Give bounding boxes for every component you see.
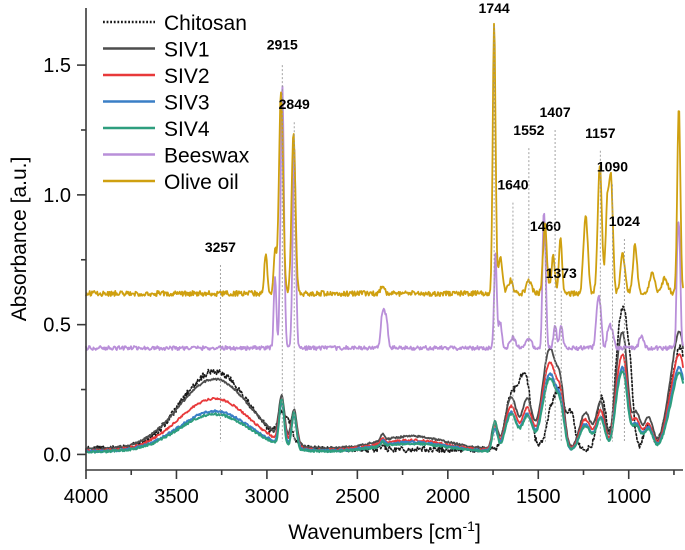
spectrum-line-beeswax: [85, 85, 684, 351]
spectrum-line-siv3: [85, 365, 684, 454]
legend-label-siv2: SIV2: [164, 65, 210, 88]
peak-label-1640: 1640: [497, 177, 528, 193]
y-axis-title: Absorbance [a.u.]: [8, 157, 31, 322]
x-tick-label-4000: 4000: [64, 486, 109, 508]
peak-label-1552: 1552: [513, 122, 544, 138]
y-tick-label-0.0: 0.0: [43, 444, 71, 466]
peak-label-1024: 1024: [609, 213, 640, 229]
x-axis-title: Wavenumbers [cm-1]: [288, 518, 481, 544]
peak-label-1407: 1407: [540, 104, 571, 120]
peak-label-1373: 1373: [546, 265, 577, 281]
legend-label-olive-oil: Olive oil: [164, 171, 239, 194]
peak-label-1460: 1460: [530, 218, 561, 234]
x-tick-label-3500: 3500: [154, 486, 199, 508]
peak-label-1157: 1157: [585, 125, 616, 141]
spectrum-line-olive-oil: [85, 22, 684, 297]
y-tick-label-0.5: 0.5: [43, 315, 71, 337]
peak-label-3257: 3257: [205, 239, 236, 255]
legend-label-beeswax: Beeswax: [164, 145, 250, 168]
x-tick-label-1000: 1000: [606, 486, 651, 508]
spectrum-line-siv1: [85, 330, 684, 451]
y-tick-label-1.5: 1.5: [43, 55, 71, 77]
x-tick-label-1500: 1500: [516, 486, 561, 508]
x-tick-label-3000: 3000: [245, 486, 290, 508]
peak-label-1090: 1090: [597, 159, 628, 175]
x-tick-label-2500: 2500: [335, 486, 380, 508]
peak-label-2849: 2849: [279, 96, 310, 112]
spectrum-line-siv4: [85, 370, 684, 454]
legend-label-siv3: SIV3: [164, 92, 210, 115]
y-tick-label-1.0: 1.0: [43, 185, 71, 207]
x-tick-label-2000: 2000: [426, 486, 471, 508]
peak-label-1744: 1744: [479, 0, 510, 16]
legend-label-siv4: SIV4: [164, 118, 210, 141]
legend-label-siv1: SIV1: [164, 39, 210, 62]
peak-label-2915: 2915: [267, 37, 298, 53]
legend-label-chitosan: Chitosan: [164, 12, 247, 35]
